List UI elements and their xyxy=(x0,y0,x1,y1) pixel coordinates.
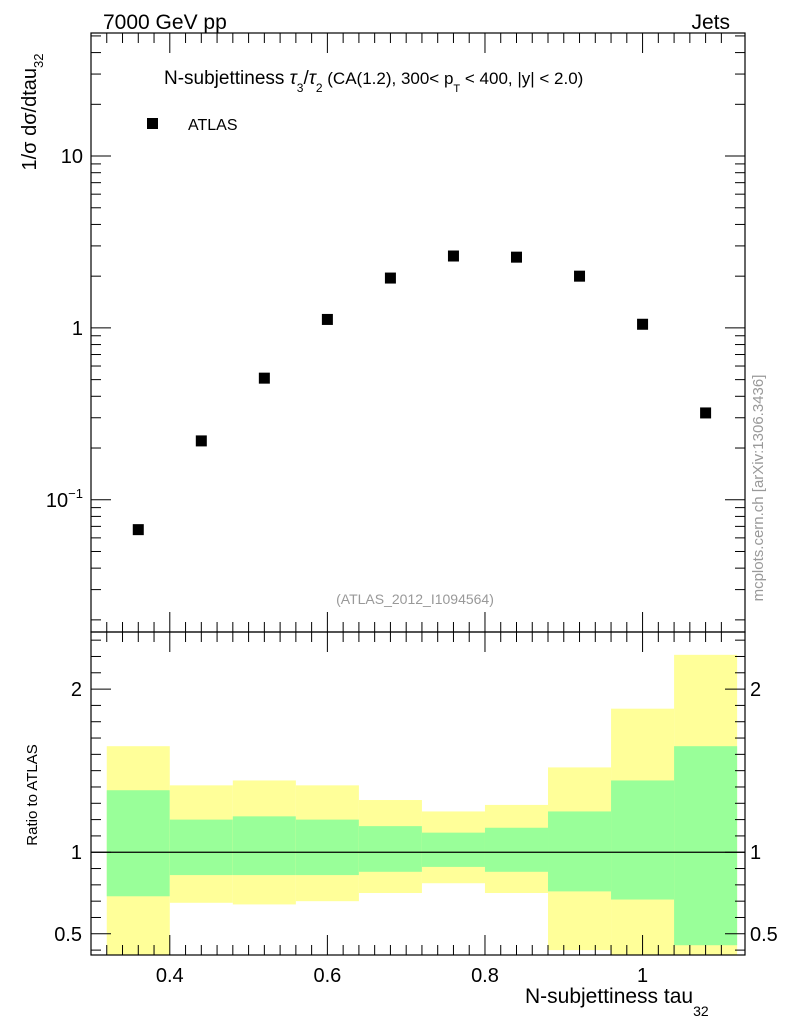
ratio-tick-label: 2 xyxy=(71,679,82,701)
analysis-label: (ATLAS_2012_I1094564) xyxy=(336,591,494,607)
x-tick-label: 0.6 xyxy=(313,965,341,987)
y-tick-label: 10 xyxy=(61,146,83,168)
plot-title: N-subjettiness τ3/τ2 (CA(1.2), 300< pT <… xyxy=(164,68,583,95)
ratio-green-band xyxy=(232,816,296,876)
data-point xyxy=(321,313,333,325)
x-tick-label: 0.8 xyxy=(471,965,499,987)
header-right: Jets xyxy=(691,11,730,34)
data-point xyxy=(637,318,649,330)
ratio-green-band xyxy=(548,811,612,892)
ratio-green-band xyxy=(295,819,359,876)
data-point xyxy=(384,272,396,284)
data-point xyxy=(258,372,270,384)
header-left: 7000 GeV pp xyxy=(103,11,227,34)
x-axis-title: N-subjettiness tau32 xyxy=(525,985,709,1019)
ratio-tick-label: 2 xyxy=(750,679,761,701)
legend-marker xyxy=(147,118,158,129)
ratio-tick-label: 0.5 xyxy=(54,924,82,946)
data-point xyxy=(574,270,586,282)
data-point xyxy=(195,435,207,447)
legend-label: ATLAS xyxy=(188,117,238,134)
data-point xyxy=(447,250,459,262)
ratio-plot-frame xyxy=(90,631,746,956)
ratio-green-band xyxy=(169,819,233,876)
y-axis-title: 1/σ dσ/dtau32 xyxy=(19,54,46,171)
ratio-green-band xyxy=(106,790,170,897)
data-point xyxy=(700,407,712,419)
ratio-tick-label: 0.5 xyxy=(750,924,778,946)
ratio-axis-title: Ratio to ATLAS xyxy=(24,744,41,845)
source-label: mcplots.cern.ch [arXiv:1306.3436] xyxy=(750,375,767,602)
y-tick-label: 10−1 xyxy=(46,486,83,512)
ratio-green-band xyxy=(611,780,675,900)
ratio-green-band xyxy=(358,826,422,872)
x-tick-label: 1 xyxy=(637,965,648,987)
ratio-tick-label: 1 xyxy=(71,842,82,864)
x-tick-label: 0.4 xyxy=(156,965,184,987)
y-tick-label: 1 xyxy=(72,318,83,340)
ratio-tick-label: 1 xyxy=(750,842,761,864)
ratio-green-band xyxy=(674,746,738,946)
data-point xyxy=(132,524,144,536)
ratio-green-band xyxy=(421,832,485,867)
ratio-green-band xyxy=(484,827,549,872)
data-point xyxy=(510,251,522,263)
